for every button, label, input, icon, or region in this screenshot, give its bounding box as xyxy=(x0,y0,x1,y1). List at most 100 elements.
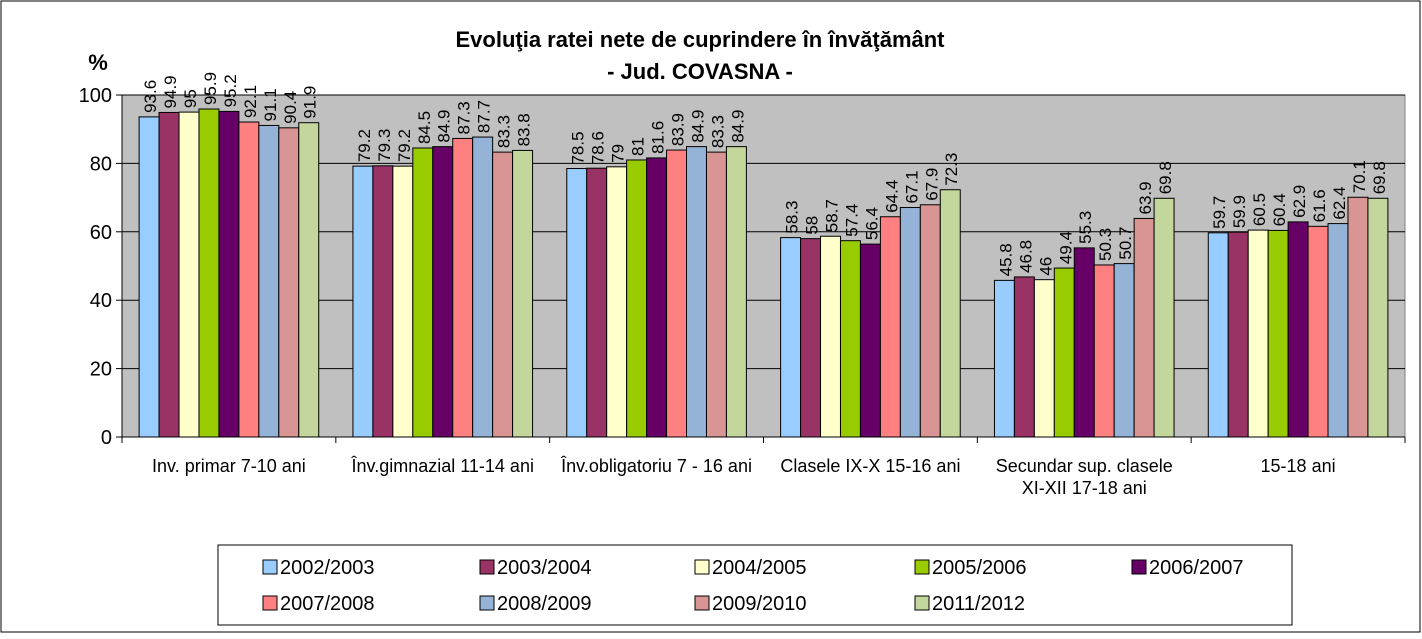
data-label: 46.8 xyxy=(1016,240,1035,273)
data-label: 84.5 xyxy=(415,111,434,144)
x-tick-label: 15-18 ani xyxy=(1260,456,1336,476)
bar xyxy=(512,149,534,438)
data-label: 94.9 xyxy=(161,75,180,108)
data-label: 59.9 xyxy=(1230,195,1249,228)
legend-swatch xyxy=(479,559,495,575)
chart-title: Evoluţia ratei nete de cuprindere în înv… xyxy=(455,27,945,52)
y-tick-label: 20 xyxy=(90,359,112,381)
data-label: 95 xyxy=(181,89,200,108)
x-tick-label: Inv. primar 7-10 ani xyxy=(152,456,306,476)
bar xyxy=(432,146,454,438)
legend-label: 2007/2008 xyxy=(280,593,375,615)
data-label: 83.9 xyxy=(669,113,688,146)
y-tick-label: 60 xyxy=(90,222,112,244)
bar xyxy=(1133,217,1155,438)
legend-swatch xyxy=(479,595,495,611)
bar xyxy=(258,124,280,438)
bar xyxy=(606,166,628,438)
legend-swatch xyxy=(694,595,710,611)
bar xyxy=(780,237,802,438)
bar xyxy=(1307,225,1329,438)
bar xyxy=(705,151,727,438)
x-tick-label: Secundar sup. clasele XI-XII 17-18 ani xyxy=(995,456,1173,498)
data-label: 87.7 xyxy=(475,100,494,133)
legend-label: 2003/2004 xyxy=(497,557,592,579)
data-label: 50.7 xyxy=(1116,227,1135,260)
bar xyxy=(899,207,921,438)
bar xyxy=(859,243,881,438)
data-label: 79.2 xyxy=(395,129,414,162)
data-label: 79.2 xyxy=(355,129,374,162)
data-label: 91.1 xyxy=(261,88,280,121)
legend-label: 2006/2007 xyxy=(1149,557,1244,579)
data-label: 58.3 xyxy=(783,201,802,234)
bar xyxy=(686,146,707,438)
bar xyxy=(939,189,961,438)
bar xyxy=(839,240,861,438)
data-label: 62.4 xyxy=(1330,186,1349,219)
y-tick-label: 40 xyxy=(90,290,112,312)
legend-swatch xyxy=(262,559,278,575)
bar xyxy=(138,116,160,438)
legend xyxy=(217,544,1293,626)
data-label: 50.3 xyxy=(1096,228,1115,261)
data-label: 62.9 xyxy=(1290,185,1309,218)
x-tick-label: Clasele IX-X 15-16 ani xyxy=(780,456,961,476)
data-label: 95.2 xyxy=(221,74,240,107)
data-label: 81.6 xyxy=(649,121,668,154)
bar xyxy=(646,157,668,438)
bar xyxy=(566,168,588,438)
legend-label: 2011/2012 xyxy=(932,593,1025,615)
data-label: 67.9 xyxy=(922,168,941,201)
bar xyxy=(198,108,220,438)
x-tick-label: Înv.obligatoriu 7 - 16 ani xyxy=(561,456,752,476)
y-tick-label: 0 xyxy=(101,427,112,449)
data-label: 83.3 xyxy=(495,115,514,148)
y-tick-label: 80 xyxy=(90,153,112,175)
data-label: 90.4 xyxy=(281,91,300,124)
legend-label: 2008/2009 xyxy=(497,593,592,615)
data-label: 64.4 xyxy=(882,180,901,213)
bar xyxy=(1347,196,1369,438)
bar xyxy=(1227,231,1249,438)
data-label: 63.9 xyxy=(1136,181,1155,214)
data-label: 83.8 xyxy=(515,113,534,146)
bar xyxy=(879,216,901,438)
bar xyxy=(800,238,822,438)
data-label: 56.4 xyxy=(862,207,881,240)
legend-label: 2005/2006 xyxy=(932,557,1027,579)
bar xyxy=(1013,276,1035,438)
bar xyxy=(626,159,648,438)
bar xyxy=(1073,247,1095,438)
bar xyxy=(492,151,514,438)
bar xyxy=(1033,279,1055,438)
data-label: 72.3 xyxy=(942,153,961,186)
data-label: 84.9 xyxy=(688,110,707,143)
bar xyxy=(1367,197,1389,438)
x-tick-label-box: Secundar sup. clasele XI-XII 17-18 ani xyxy=(995,456,1173,498)
data-label: 59.7 xyxy=(1210,196,1229,229)
data-label: 78.6 xyxy=(589,131,608,164)
bar xyxy=(993,279,1015,438)
bar xyxy=(820,235,841,438)
bar xyxy=(1207,232,1229,438)
data-label: 87.3 xyxy=(455,101,474,134)
data-label: 83.3 xyxy=(708,115,727,148)
bar xyxy=(218,110,240,438)
data-label: 60.5 xyxy=(1250,193,1269,226)
data-label: 67.1 xyxy=(902,170,921,203)
bar xyxy=(1327,223,1349,438)
data-label: 46 xyxy=(1036,257,1055,276)
legend-swatch xyxy=(262,595,278,611)
y-axis-label: % xyxy=(88,50,108,75)
data-label: 84.9 xyxy=(435,110,454,143)
bar xyxy=(586,167,608,438)
data-label: 61.6 xyxy=(1310,189,1329,222)
bar xyxy=(666,149,688,438)
bar xyxy=(412,147,434,438)
legend-label: 2004/2005 xyxy=(712,557,807,579)
x-tick-label-box: Inv. primar 7-10 ani xyxy=(152,456,306,476)
x-tick-label: Înv.gimnazial 11-14 ani xyxy=(351,456,534,476)
data-label: 95.9 xyxy=(201,72,220,105)
x-tick-label-box: Clasele IX-X 15-16 ani xyxy=(780,456,961,476)
